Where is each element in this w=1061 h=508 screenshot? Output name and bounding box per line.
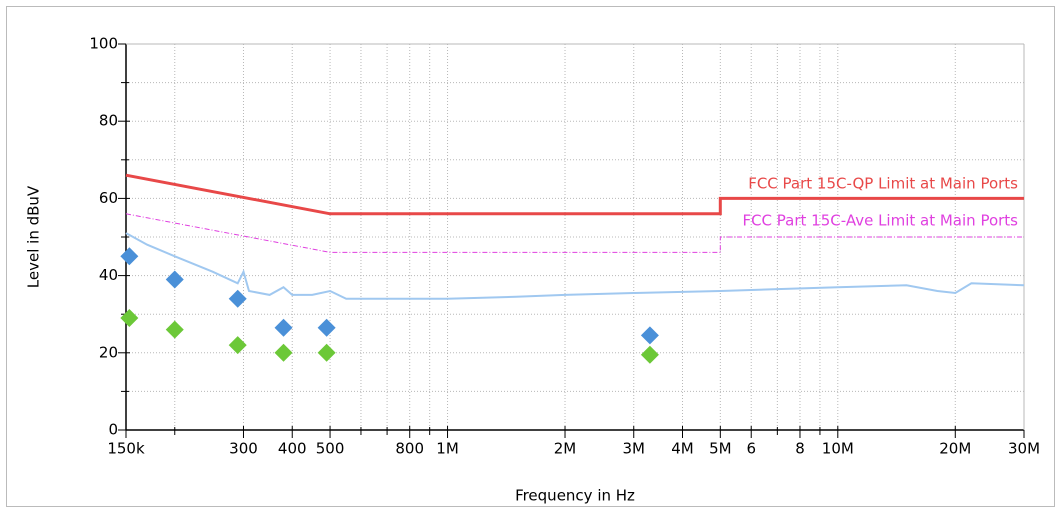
x-tick-label: 8 bbox=[795, 440, 805, 458]
series-line bbox=[125, 232, 1025, 300]
x-tick-label: 3M bbox=[622, 440, 645, 458]
diamond-marker bbox=[120, 309, 139, 328]
x-tick-label: 6 bbox=[746, 440, 756, 458]
diamond-marker bbox=[274, 318, 293, 337]
diamond-marker bbox=[165, 320, 184, 339]
x-tick-label: 500 bbox=[316, 440, 345, 458]
diamond-marker bbox=[317, 318, 336, 337]
x-tick-label: 150k bbox=[107, 440, 145, 458]
diamond-marker bbox=[165, 270, 184, 289]
y-tick-label: 100 bbox=[89, 35, 118, 53]
x-tick-label: 30M bbox=[1008, 440, 1040, 458]
x-tick-label: 1M bbox=[436, 440, 459, 458]
y-tick-label: 80 bbox=[99, 112, 118, 130]
y-tick-label: 40 bbox=[99, 266, 118, 284]
annotation: FCC Part 15C-QP Limit at Main Ports bbox=[748, 175, 1018, 193]
x-tick-label: 20M bbox=[939, 440, 971, 458]
y-tick-label: 0 bbox=[108, 421, 118, 439]
y-axis-label: Level in dBuV bbox=[25, 185, 43, 288]
x-axis-label: Frequency in Hz bbox=[515, 487, 635, 505]
x-tick-label: 4M bbox=[671, 440, 694, 458]
x-tick-label: 300 bbox=[229, 440, 258, 458]
y-tick-label: 20 bbox=[99, 343, 118, 361]
x-tick-label: 400 bbox=[278, 440, 307, 458]
y-tick-label: 60 bbox=[99, 189, 118, 207]
annotation: FCC Part 15C-Ave Limit at Main Ports bbox=[742, 212, 1018, 230]
x-tick-label: 10M bbox=[822, 440, 854, 458]
diamond-marker bbox=[317, 343, 336, 362]
x-tick-label: 800 bbox=[395, 440, 424, 458]
x-tick-label: 5M bbox=[709, 440, 732, 458]
diamond-marker bbox=[640, 326, 659, 345]
diamond-marker bbox=[640, 345, 659, 364]
diamond-marker bbox=[120, 247, 139, 266]
frame bbox=[6, 6, 1055, 507]
x-tick-label: 2M bbox=[554, 440, 577, 458]
diamond-marker bbox=[228, 289, 247, 308]
series-line bbox=[125, 173, 1024, 216]
diamond-marker bbox=[228, 336, 247, 355]
series-line bbox=[125, 213, 1024, 253]
diamond-marker bbox=[274, 343, 293, 362]
